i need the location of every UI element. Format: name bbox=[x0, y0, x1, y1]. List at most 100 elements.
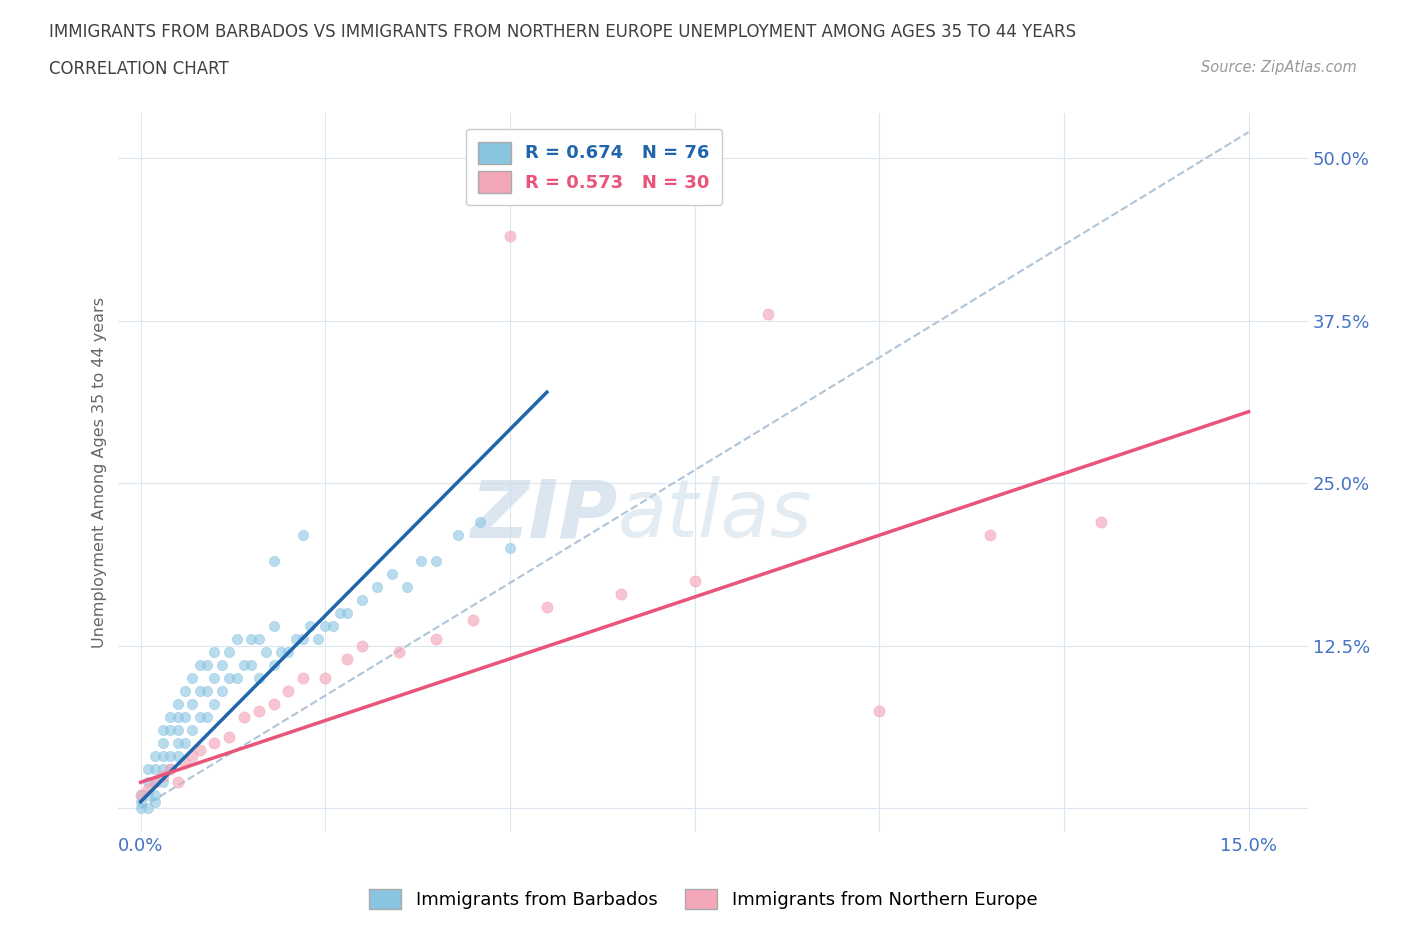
Point bbox=[152, 749, 174, 764]
Text: IMMIGRANTS FROM BARBADOS VS IMMIGRANTS FROM NORTHERN EUROPE UNEMPLOYMENT AMONG A: IMMIGRANTS FROM BARBADOS VS IMMIGRANTS F… bbox=[49, 23, 1077, 41]
Point bbox=[292, 671, 315, 685]
Point bbox=[129, 794, 152, 809]
Point bbox=[211, 684, 233, 698]
Point bbox=[263, 553, 285, 568]
Point bbox=[299, 618, 322, 633]
Point bbox=[247, 631, 270, 646]
Point bbox=[204, 736, 226, 751]
Point bbox=[195, 658, 218, 672]
Point bbox=[159, 749, 181, 764]
Point bbox=[307, 631, 329, 646]
Point bbox=[188, 742, 211, 757]
Point bbox=[145, 788, 167, 803]
Point bbox=[425, 631, 447, 646]
Point bbox=[136, 762, 159, 777]
Point bbox=[218, 671, 240, 685]
Point bbox=[145, 775, 167, 790]
Point bbox=[174, 710, 197, 724]
Point bbox=[277, 644, 299, 659]
Point bbox=[174, 755, 197, 770]
Point bbox=[233, 658, 256, 672]
Point bbox=[292, 631, 315, 646]
Point bbox=[329, 605, 352, 620]
Point bbox=[145, 794, 167, 809]
Point bbox=[270, 644, 292, 659]
Point bbox=[166, 749, 188, 764]
Point bbox=[336, 651, 359, 666]
Point bbox=[166, 710, 188, 724]
Point bbox=[159, 762, 181, 777]
Point bbox=[152, 768, 174, 783]
Point bbox=[166, 736, 188, 751]
Point bbox=[129, 788, 152, 803]
Point bbox=[314, 671, 336, 685]
Point bbox=[181, 697, 204, 711]
Point bbox=[277, 684, 299, 698]
Point bbox=[195, 684, 218, 698]
Point bbox=[263, 658, 285, 672]
Point bbox=[174, 736, 197, 751]
Point bbox=[136, 801, 159, 816]
Point bbox=[188, 710, 211, 724]
Point bbox=[159, 762, 181, 777]
Point bbox=[322, 618, 344, 633]
Point bbox=[470, 515, 492, 530]
Text: atlas: atlas bbox=[617, 476, 813, 554]
Point bbox=[683, 573, 706, 588]
Point bbox=[145, 749, 167, 764]
Point bbox=[204, 697, 226, 711]
Point bbox=[979, 528, 1001, 543]
Point bbox=[129, 801, 152, 816]
Point bbox=[181, 749, 204, 764]
Point bbox=[352, 592, 374, 607]
Point bbox=[152, 775, 174, 790]
Point bbox=[499, 229, 522, 244]
Point bbox=[136, 781, 159, 796]
Point bbox=[447, 528, 470, 543]
Point bbox=[166, 775, 188, 790]
Point bbox=[136, 788, 159, 803]
Point bbox=[181, 723, 204, 737]
Point bbox=[225, 631, 247, 646]
Point bbox=[868, 703, 890, 718]
Point bbox=[425, 553, 447, 568]
Text: ZIP: ZIP bbox=[471, 476, 617, 554]
Point bbox=[218, 644, 240, 659]
Point bbox=[263, 697, 285, 711]
Point bbox=[461, 612, 484, 627]
Point bbox=[366, 579, 388, 594]
Point bbox=[381, 566, 404, 581]
Point bbox=[159, 710, 181, 724]
Point bbox=[240, 631, 263, 646]
Point bbox=[233, 710, 256, 724]
Point bbox=[211, 658, 233, 672]
Point bbox=[204, 644, 226, 659]
Point bbox=[152, 736, 174, 751]
Point bbox=[145, 775, 167, 790]
Point bbox=[395, 579, 418, 594]
Point bbox=[152, 723, 174, 737]
Point bbox=[188, 658, 211, 672]
Point bbox=[225, 671, 247, 685]
Point bbox=[166, 697, 188, 711]
Point bbox=[536, 599, 558, 614]
Point bbox=[218, 729, 240, 744]
Point bbox=[336, 605, 359, 620]
Point bbox=[166, 723, 188, 737]
Point bbox=[388, 644, 411, 659]
Point bbox=[152, 762, 174, 777]
Point bbox=[1090, 515, 1112, 530]
Point bbox=[204, 671, 226, 685]
Point bbox=[284, 631, 307, 646]
Point bbox=[247, 703, 270, 718]
Text: Source: ZipAtlas.com: Source: ZipAtlas.com bbox=[1201, 60, 1357, 75]
Point bbox=[240, 658, 263, 672]
Point bbox=[352, 638, 374, 653]
Point bbox=[499, 540, 522, 555]
Point bbox=[188, 684, 211, 698]
Point bbox=[195, 710, 218, 724]
Point bbox=[411, 553, 433, 568]
Y-axis label: Unemployment Among Ages 35 to 44 years: Unemployment Among Ages 35 to 44 years bbox=[93, 297, 107, 647]
Point bbox=[314, 618, 336, 633]
Point bbox=[254, 644, 277, 659]
